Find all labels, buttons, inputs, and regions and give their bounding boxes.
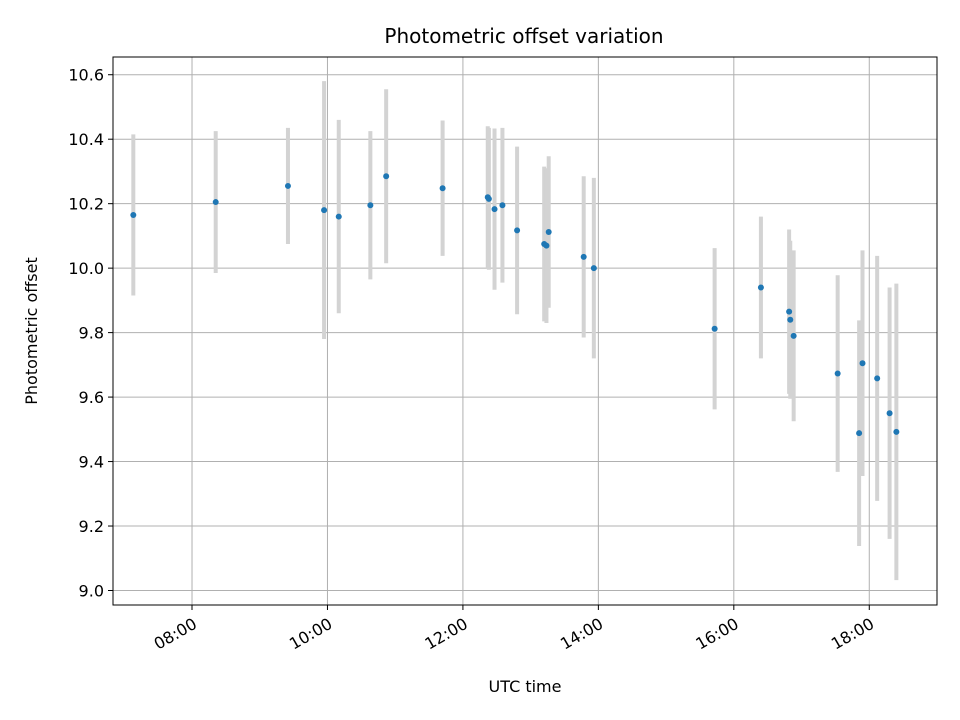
- data-point: [212, 199, 219, 206]
- y-tick-label: 9.6: [79, 388, 104, 407]
- data-point: [284, 182, 291, 189]
- data-point: [383, 173, 390, 180]
- data-point: [439, 185, 446, 192]
- grid: [113, 57, 937, 605]
- data-point: [499, 202, 506, 209]
- data-point: [130, 211, 137, 218]
- data-point: [485, 195, 492, 202]
- data-point: [543, 242, 550, 249]
- data-point: [491, 206, 498, 213]
- y-tick-label: 10.0: [68, 259, 104, 278]
- y-tick-label: 9.8: [79, 324, 104, 343]
- data-point: [367, 202, 374, 209]
- data-point: [580, 253, 587, 260]
- y-tick-label: 9.0: [79, 581, 104, 600]
- data-point: [893, 428, 900, 435]
- data-point: [787, 316, 794, 323]
- data-point: [711, 325, 718, 332]
- data-point: [886, 410, 893, 417]
- data-point: [545, 229, 552, 236]
- y-tick-label: 10.4: [68, 130, 104, 149]
- data-point: [856, 430, 863, 437]
- data-point: [757, 284, 764, 291]
- data-point: [790, 332, 797, 339]
- data-point: [786, 308, 793, 315]
- y-axis-title: Photometric offset: [22, 257, 41, 405]
- plot-frame: [112, 56, 938, 606]
- y-tick-label: 10.2: [68, 195, 104, 214]
- data-point: [859, 360, 866, 367]
- chart-title: Photometric offset variation: [384, 24, 663, 48]
- y-tick-label: 9.2: [79, 517, 104, 536]
- x-axis-title: UTC time: [489, 677, 562, 696]
- data-point: [874, 375, 881, 382]
- data-point: [335, 213, 342, 220]
- y-tick-label: 10.6: [68, 66, 104, 85]
- data-point: [834, 370, 841, 377]
- data-point: [590, 265, 597, 272]
- data-point: [321, 207, 328, 214]
- data-points: [130, 173, 900, 437]
- y-tick-label: 9.4: [79, 453, 104, 472]
- y-axis: 9.0 9.2 9.4 9.6 9.8 10.0 10.2 10.4 10.6: [68, 66, 113, 600]
- data-point: [514, 227, 521, 234]
